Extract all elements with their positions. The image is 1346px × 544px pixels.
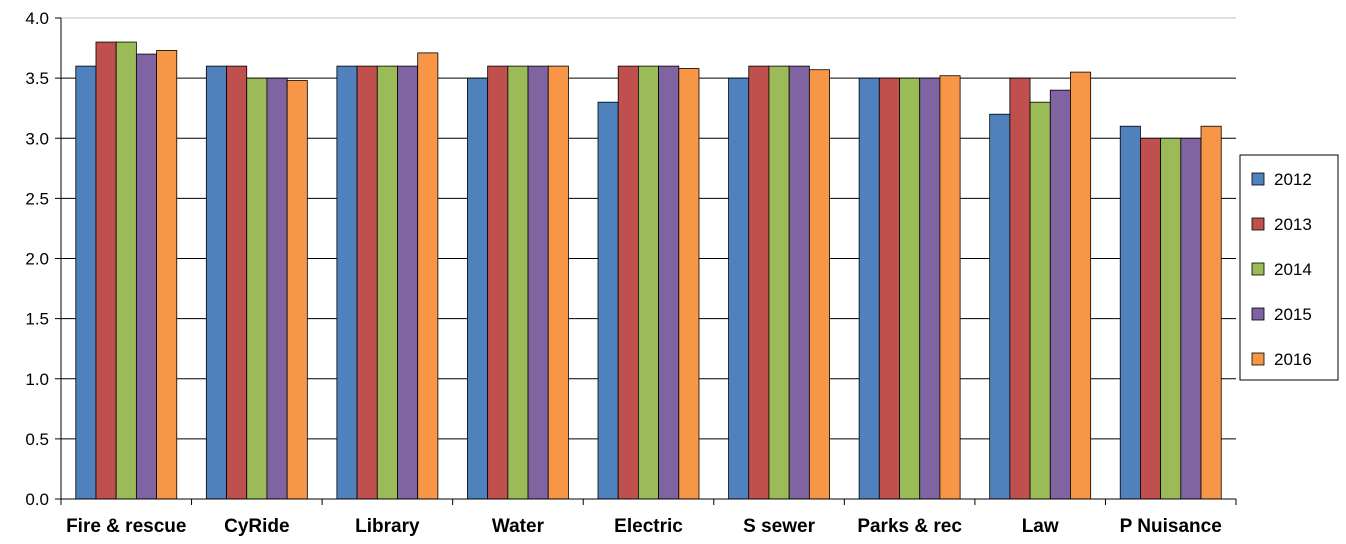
legend-swatch-2014 [1251,262,1265,276]
x-axis-category-label: P Nuisance [1120,516,1222,537]
bar-2012-6 [858,77,880,500]
x-axis-category-label: Fire & rescue [66,516,186,537]
y-axis-tick-label: 4.0 [25,9,49,28]
bar-2012-7 [989,113,1011,500]
bar-2014-0 [115,41,137,500]
y-axis-tick-label: 2.0 [25,250,49,269]
y-axis-tick-label: 0.5 [25,430,49,449]
bar-2014-4 [638,65,660,500]
bar-2016-3 [547,65,569,500]
bar-2013-4 [617,65,639,500]
bar-2015-6 [919,77,941,500]
bar-2015-4 [658,65,680,500]
axes [55,17,1237,505]
bar-2012-1 [205,65,227,500]
bar-2016-4 [678,68,700,500]
bar-2015-2 [397,65,419,500]
bar-2013-6 [878,77,900,500]
legend-label: 2015 [1274,305,1312,324]
bar-2012-8 [1119,125,1141,500]
bar-2013-2 [356,65,378,500]
x-axis-category-label: Law [1022,516,1059,537]
bar-2012-0 [75,65,97,500]
bar-2016-5 [808,69,830,500]
x-axis-category-label: Library [355,516,420,537]
legend-swatch-2013 [1251,217,1265,231]
bar-2014-7 [1029,101,1051,500]
y-axis-tick-label: 3.0 [25,129,49,148]
legend-label: 2016 [1274,350,1312,369]
bar-2013-5 [748,65,770,500]
bar-2016-1 [286,80,308,500]
bar-2014-6 [899,77,921,500]
bar-2016-0 [156,50,178,500]
legend: 2012 2013 2014 2015 2016 [1239,154,1339,381]
bar-2013-8 [1140,137,1162,500]
bar-2015-3 [527,65,549,500]
y-axis-tick-label: 1.5 [25,310,49,329]
bar-2013-0 [95,41,117,500]
x-axis-category-label: Electric [614,516,683,537]
x-axis-category-labels: Fire & rescue CyRide Library Water Electric S… [66,516,1222,537]
bar-2015-8 [1180,137,1202,500]
bars [75,41,1222,500]
legend-label: 2012 [1274,170,1312,189]
bar-2013-7 [1009,77,1031,500]
x-axis-category-label: CyRide [224,516,289,537]
legend-label: 2014 [1274,260,1312,279]
bar-2015-0 [135,53,157,500]
bar-2014-5 [768,65,790,500]
y-axis-tick-labels: 0.0 0.5 1.0 1.5 2.0 2.5 3.0 3.5 4.0 [25,9,49,509]
legend-swatch-2012 [1251,172,1265,186]
legend-swatch-2016 [1251,352,1265,366]
bar-2016-7 [1070,71,1092,500]
bar-2015-5 [788,65,810,500]
bar-2015-7 [1049,89,1071,500]
bar-2013-3 [487,65,509,500]
bar-2016-8 [1200,125,1222,500]
bar-2016-2 [417,52,439,500]
bar-2012-3 [467,77,489,500]
bar-2015-1 [266,77,288,500]
x-axis-category-label: Parks & rec [857,516,962,537]
y-axis-tick-label: 0.0 [25,490,49,509]
bar-2014-8 [1160,137,1182,500]
y-axis-tick-label: 1.0 [25,370,49,389]
bar-2014-3 [507,65,529,500]
y-axis-tick-label: 3.5 [25,69,49,88]
bar-2016-6 [939,75,961,500]
x-axis-category-label: Water [492,516,545,537]
legend-label: 2013 [1274,215,1312,234]
x-axis-category-label: S sewer [743,516,815,537]
bar-2012-4 [597,101,619,500]
legend-swatch-2015 [1251,307,1265,321]
bar-2014-2 [376,65,398,500]
y-axis-tick-label: 2.5 [25,189,49,208]
bar-2012-5 [728,77,750,500]
bar-2014-1 [246,77,268,500]
bar-2013-1 [226,65,248,500]
bar-2012-2 [336,65,358,500]
